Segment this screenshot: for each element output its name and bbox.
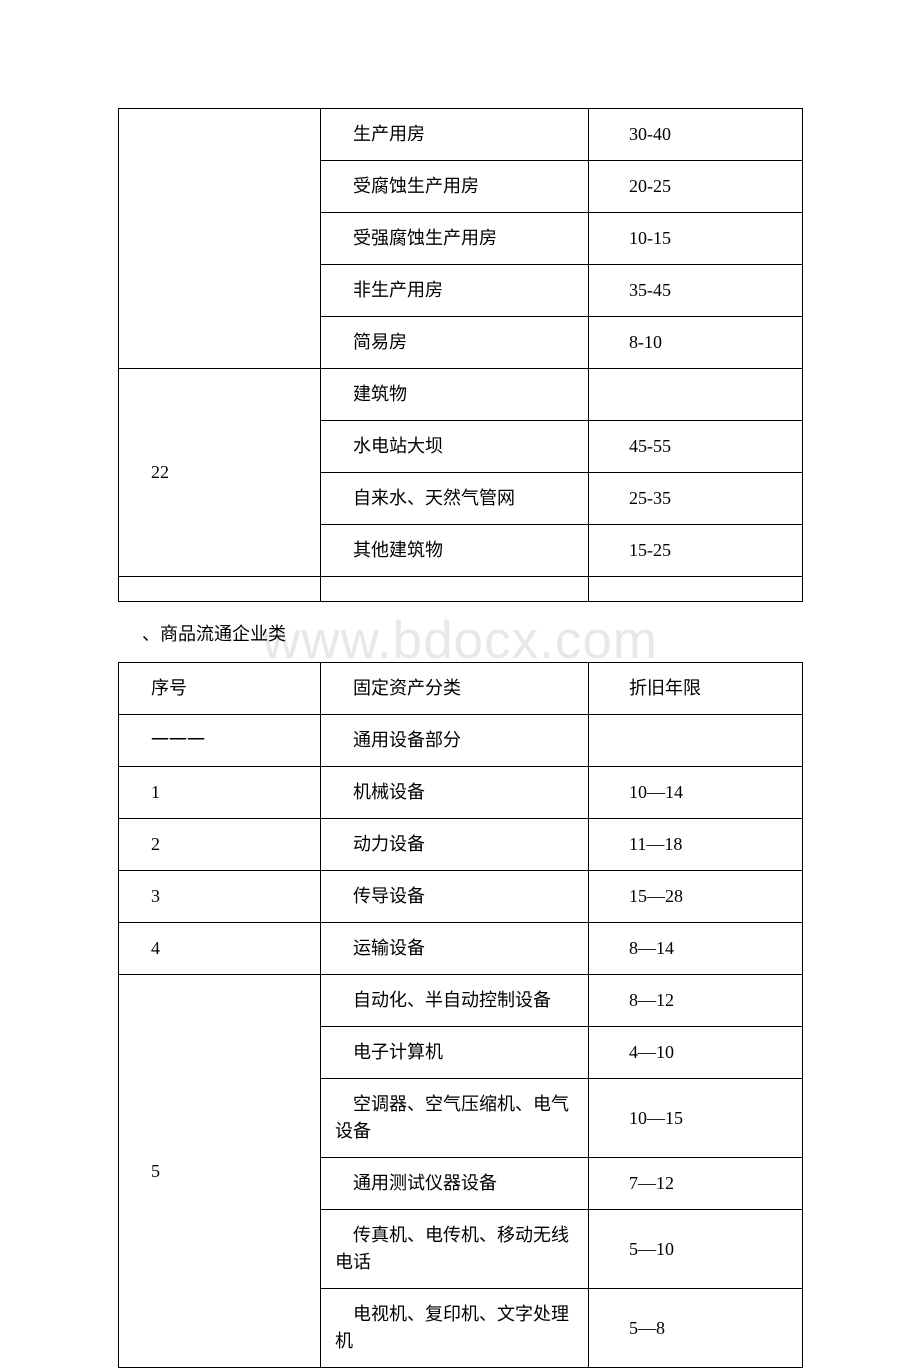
cell-empty (321, 577, 589, 602)
cell-years: 20-25 (589, 161, 803, 213)
table-row: 1 机械设备 10—14 (119, 767, 803, 819)
cell-empty (589, 577, 803, 602)
cell-years: 15—28 (589, 871, 803, 923)
cell-asset-type: 机械设备 (321, 767, 589, 819)
cell-years: 5—8 (589, 1289, 803, 1368)
header-sequence: 序号 (119, 663, 321, 715)
cell-years (589, 715, 803, 767)
cell-asset-type: 通用设备部分 (321, 715, 589, 767)
table-header-row: 序号 固定资产分类 折旧年限 (119, 663, 803, 715)
cell-years: 15-25 (589, 525, 803, 577)
cell-asset-type: 生产用房 (321, 109, 589, 161)
cell-years: 45-55 (589, 421, 803, 473)
cell-sequence: 一一一 (119, 715, 321, 767)
cell-years: 7—12 (589, 1158, 803, 1210)
table-row: 22 建筑物 (119, 369, 803, 421)
cell-years: 8—14 (589, 923, 803, 975)
table-row: 3 传导设备 15—28 (119, 871, 803, 923)
cell-years: 35-45 (589, 265, 803, 317)
cell-asset-type: 传导设备 (321, 871, 589, 923)
table-row: 生产用房 30-40 (119, 109, 803, 161)
cell-sequence: 5 (119, 975, 321, 1368)
cell-sequence: 3 (119, 871, 321, 923)
cell-empty (119, 577, 321, 602)
cell-years: 30-40 (589, 109, 803, 161)
cell-years: 10-15 (589, 213, 803, 265)
cell-sequence: 4 (119, 923, 321, 975)
cell-asset-type: 受腐蚀生产用房 (321, 161, 589, 213)
cell-asset-type: 运输设备 (321, 923, 589, 975)
cell-asset-type: 受强腐蚀生产用房 (321, 213, 589, 265)
cell-asset-type: 非生产用房 (321, 265, 589, 317)
cell-asset-type: 传真机、电传机、移动无线电话 (321, 1210, 589, 1289)
cell-years: 10—15 (589, 1079, 803, 1158)
table-row: 5 自动化、半自动控制设备 8—12 (119, 975, 803, 1027)
cell-years: 11—18 (589, 819, 803, 871)
page-content: 生产用房 30-40 受腐蚀生产用房 20-25 受强腐蚀生产用房 10-15 … (0, 0, 920, 1368)
cell-asset-type: 其他建筑物 (321, 525, 589, 577)
cell-sequence: 22 (119, 369, 321, 577)
table-1: 生产用房 30-40 受腐蚀生产用房 20-25 受强腐蚀生产用房 10-15 … (118, 108, 803, 602)
cell-sequence: 1 (119, 767, 321, 819)
header-years: 折旧年限 (589, 663, 803, 715)
cell-asset-type: 空调器、空气压缩机、电气设备 (321, 1079, 589, 1158)
cell-asset-type: 建筑物 (321, 369, 589, 421)
cell-asset-type: 自动化、半自动控制设备 (321, 975, 589, 1027)
table-row: 2 动力设备 11—18 (119, 819, 803, 871)
cell-years: 4—10 (589, 1027, 803, 1079)
cell-years: 5—10 (589, 1210, 803, 1289)
cell-asset-type: 电视机、复印机、文字处理机 (321, 1289, 589, 1368)
cell-asset-type: 电子计算机 (321, 1027, 589, 1079)
section-heading: 、商品流通企业类 (142, 620, 802, 646)
table-row: 一一一 通用设备部分 (119, 715, 803, 767)
header-asset-type: 固定资产分类 (321, 663, 589, 715)
cell-years: 25-35 (589, 473, 803, 525)
cell-asset-type: 自来水、天然气管网 (321, 473, 589, 525)
table-2: 序号 固定资产分类 折旧年限 一一一 通用设备部分 1 机械设备 10—14 2… (118, 662, 803, 1368)
table-row (119, 577, 803, 602)
cell-years: 8—12 (589, 975, 803, 1027)
cell-sequence: 2 (119, 819, 321, 871)
cell-asset-type: 动力设备 (321, 819, 589, 871)
cell-years (589, 369, 803, 421)
cell-years: 10—14 (589, 767, 803, 819)
cell-merged (119, 109, 321, 369)
cell-asset-type: 通用测试仪器设备 (321, 1158, 589, 1210)
cell-asset-type: 简易房 (321, 317, 589, 369)
cell-asset-type: 水电站大坝 (321, 421, 589, 473)
cell-years: 8-10 (589, 317, 803, 369)
table-row: 4 运输设备 8—14 (119, 923, 803, 975)
